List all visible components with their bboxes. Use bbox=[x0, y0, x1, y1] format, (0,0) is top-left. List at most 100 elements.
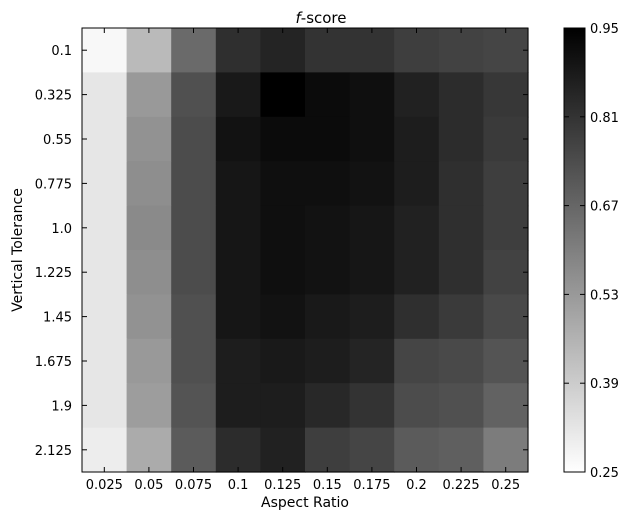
heatmap-cell bbox=[438, 28, 484, 73]
heatmap-cell bbox=[349, 383, 395, 429]
heatmap-cell bbox=[349, 205, 395, 251]
heatmap-cell bbox=[171, 72, 217, 118]
colorbar-tick-label: 0.67 bbox=[590, 200, 619, 215]
heatmap-cell bbox=[82, 116, 128, 162]
heatmap-cell bbox=[394, 383, 440, 429]
heatmap-cell bbox=[483, 116, 529, 162]
x-tick-label: 0.15 bbox=[313, 478, 342, 493]
heatmap-cell bbox=[82, 250, 128, 295]
heatmap-cell bbox=[215, 250, 261, 295]
heatmap-cell bbox=[126, 338, 172, 384]
heatmap-cell bbox=[126, 205, 172, 251]
heatmap-cell bbox=[349, 116, 395, 162]
heatmap-cell bbox=[82, 294, 128, 340]
heatmap-cell bbox=[438, 294, 484, 340]
heatmap-cell bbox=[394, 161, 440, 207]
heatmap-cell bbox=[171, 383, 217, 429]
heatmap-cell bbox=[82, 338, 128, 384]
y-tick-label: 0.325 bbox=[35, 89, 72, 104]
y-axis-ticks: 0.1 0.325 0.55 0.775 1.0 1.225 1.45 1.675 1.9 2.1… bbox=[35, 44, 528, 459]
x-tick-label: 0.25 bbox=[491, 478, 520, 493]
heatmap-cell bbox=[349, 250, 395, 295]
colorbar-tick-label: 0.25 bbox=[590, 466, 619, 481]
heatmap-cells bbox=[82, 28, 529, 473]
x-tick-label: 0.2 bbox=[406, 478, 427, 493]
colorbar-tick-label: 0.39 bbox=[590, 377, 619, 392]
x-tick-label: 0.225 bbox=[442, 478, 479, 493]
heatmap-cell bbox=[215, 338, 261, 384]
heatmap-cell bbox=[126, 116, 172, 162]
chart-title: f-score bbox=[296, 9, 347, 27]
x-tick-label: 0.175 bbox=[353, 478, 390, 493]
heatmap-cell bbox=[260, 205, 306, 251]
x-axis-ticks: 0.025 0.05 0.075 0.1 0.125 0.15 0.175 0.2 0.225 0… bbox=[86, 28, 520, 493]
heatmap-cell bbox=[260, 383, 306, 429]
heatmap-cell bbox=[82, 72, 128, 118]
x-tick-label: 0.025 bbox=[86, 478, 123, 493]
heatmap-cell bbox=[126, 383, 172, 429]
y-tick-label: 0.775 bbox=[35, 177, 72, 192]
heatmap-cell bbox=[394, 294, 440, 340]
colorbar-tick-label: 0.95 bbox=[590, 22, 619, 37]
heatmap-cell bbox=[438, 427, 484, 473]
heatmap-cell bbox=[349, 338, 395, 384]
heatmap-cell bbox=[260, 338, 306, 384]
heatmap-cell bbox=[483, 28, 529, 73]
heatmap-cell bbox=[260, 116, 306, 162]
x-tick-label: 0.1 bbox=[228, 478, 249, 493]
heatmap-cell bbox=[438, 161, 484, 207]
heatmap-cell bbox=[349, 161, 395, 207]
heatmap-cell bbox=[349, 427, 395, 473]
heatmap-cell bbox=[438, 250, 484, 295]
heatmap-cell bbox=[305, 250, 351, 295]
heatmap-cell bbox=[215, 383, 261, 429]
heatmap-cell bbox=[483, 338, 529, 384]
heatmap-cell bbox=[82, 161, 128, 207]
heatmap-cell bbox=[305, 383, 351, 429]
heatmap-cell bbox=[305, 116, 351, 162]
x-tick-label: 0.05 bbox=[134, 478, 163, 493]
heatmap-cell bbox=[171, 338, 217, 384]
y-tick-label: 1.9 bbox=[51, 399, 72, 414]
heatmap-cell bbox=[305, 72, 351, 118]
y-tick-label: 1.45 bbox=[43, 311, 72, 326]
heatmap-cell bbox=[438, 116, 484, 162]
heatmap-cell bbox=[215, 116, 261, 162]
heatmap-cell bbox=[171, 427, 217, 473]
heatmap-cell bbox=[82, 205, 128, 251]
y-axis-label: Vertical Tolerance bbox=[10, 188, 26, 312]
heatmap-cell bbox=[126, 427, 172, 473]
y-tick-label: 1.0 bbox=[51, 222, 72, 237]
heatmap-cell bbox=[438, 205, 484, 251]
heatmap-cell bbox=[215, 72, 261, 118]
heatmap-cell bbox=[349, 28, 395, 73]
heatmap-cell bbox=[394, 338, 440, 384]
heatmap-cell bbox=[394, 72, 440, 118]
heatmap-cell bbox=[215, 161, 261, 207]
heatmap-cell bbox=[215, 205, 261, 251]
heatmap-cell bbox=[171, 205, 217, 251]
x-axis-label: Aspect Ratio bbox=[261, 495, 349, 511]
heatmap-cell bbox=[126, 72, 172, 118]
heatmap-cell bbox=[260, 427, 306, 473]
heatmap-cell bbox=[126, 294, 172, 340]
heatmap-cell bbox=[171, 161, 217, 207]
heatmap-cell bbox=[260, 294, 306, 340]
heatmap-cell bbox=[305, 294, 351, 340]
colorbar bbox=[563, 27, 586, 473]
heatmap-cell bbox=[260, 28, 306, 73]
heatmap-cell bbox=[483, 294, 529, 340]
heatmap-cell bbox=[483, 161, 529, 207]
heatmap-cell bbox=[305, 205, 351, 251]
heatmap-cell bbox=[394, 28, 440, 73]
heatmap-cell bbox=[394, 250, 440, 295]
heatmap-cell bbox=[171, 294, 217, 340]
heatmap-cell bbox=[171, 250, 217, 295]
heatmap-cell bbox=[260, 72, 306, 118]
y-tick-label: 1.225 bbox=[35, 266, 72, 281]
heatmap-cell bbox=[483, 383, 529, 429]
plot-frame bbox=[81, 27, 529, 473]
heatmap-cell bbox=[438, 72, 484, 118]
heatmap-cell bbox=[394, 205, 440, 251]
